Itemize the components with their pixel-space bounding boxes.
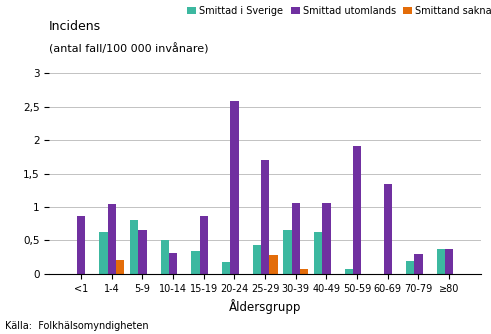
- Bar: [200, 216, 208, 274]
- Bar: [169, 253, 177, 274]
- Bar: [161, 240, 169, 274]
- Bar: [222, 262, 230, 274]
- Bar: [406, 261, 414, 274]
- Legend: Smittad i Sverige, Smittad utomlands, Smittand saknas: Smittad i Sverige, Smittad utomlands, Sm…: [184, 2, 491, 20]
- Bar: [353, 146, 361, 274]
- Bar: [77, 216, 85, 274]
- Bar: [130, 220, 138, 274]
- Bar: [230, 101, 239, 274]
- X-axis label: Åldersgrupp: Åldersgrupp: [229, 299, 301, 314]
- Bar: [383, 184, 392, 274]
- Bar: [345, 269, 353, 274]
- Text: (antal fall/100 000 invånare): (antal fall/100 000 invånare): [49, 43, 209, 55]
- Bar: [116, 260, 124, 274]
- Text: Källa:  Folkhälsomyndigheten: Källa: Folkhälsomyndigheten: [5, 321, 149, 331]
- Bar: [108, 204, 116, 274]
- Bar: [300, 269, 308, 274]
- Bar: [283, 230, 292, 274]
- Bar: [253, 245, 261, 274]
- Bar: [191, 250, 200, 274]
- Bar: [322, 203, 330, 274]
- Bar: [436, 249, 445, 274]
- Text: Incidens: Incidens: [49, 20, 101, 33]
- Bar: [414, 254, 423, 274]
- Bar: [445, 249, 453, 274]
- Bar: [292, 203, 300, 274]
- Bar: [138, 230, 147, 274]
- Bar: [314, 232, 322, 274]
- Bar: [99, 232, 108, 274]
- Bar: [269, 255, 277, 274]
- Bar: [261, 160, 269, 274]
